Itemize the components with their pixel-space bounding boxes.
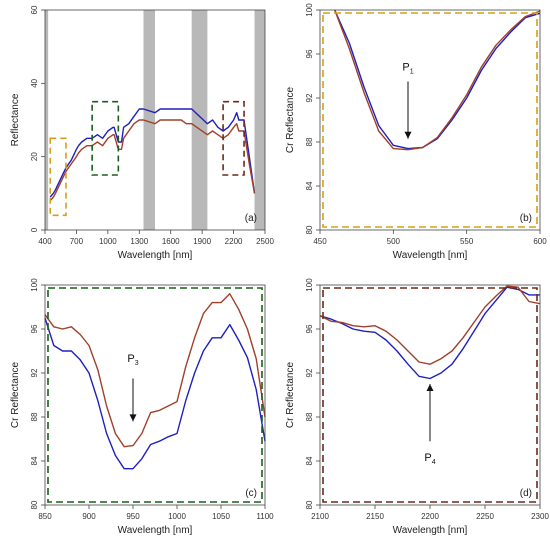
x-tick-label: 500 bbox=[387, 237, 401, 246]
y-tick-label: 100 bbox=[305, 278, 314, 292]
y-tick-label: 80 bbox=[305, 500, 314, 509]
y-tick-label: 84 bbox=[305, 456, 314, 465]
x-axis-label: Wavelength [nm] bbox=[118, 250, 193, 261]
y-tick-label: 84 bbox=[305, 181, 314, 190]
y-axis-label: Reflectance bbox=[10, 93, 21, 146]
highlight-box bbox=[222, 100, 245, 176]
x-tick-label: 2250 bbox=[476, 512, 494, 521]
shaded-band bbox=[45, 10, 49, 230]
x-tick-label: 450 bbox=[313, 237, 327, 246]
x-tick-label: 400 bbox=[38, 237, 52, 246]
peak-annotation: P1 bbox=[402, 62, 413, 76]
x-tick-label: 1100 bbox=[256, 512, 274, 521]
y-tick-label: 88 bbox=[305, 137, 314, 146]
annotation-arrow-head bbox=[129, 414, 137, 422]
x-axis-label: Wavelength [nm] bbox=[393, 250, 468, 261]
x-tick-label: 2150 bbox=[366, 512, 384, 521]
region-frame bbox=[322, 287, 538, 503]
y-tick-label: 20 bbox=[30, 152, 39, 161]
series-line-2 bbox=[49, 119, 256, 202]
series-line-1 bbox=[44, 317, 266, 470]
chart-panel-2: 450 500 550 600 80 84 88 92 96 100 Wavelength [nm]… bbox=[285, 3, 547, 261]
annotation-arrow-head bbox=[404, 131, 412, 139]
y-tick-label: 88 bbox=[30, 412, 39, 421]
x-tick-label: 1900 bbox=[193, 237, 211, 246]
x-tick-label: 2200 bbox=[225, 237, 243, 246]
shaded-band bbox=[254, 10, 265, 230]
shaded-band bbox=[143, 10, 155, 230]
annotation-arrow-head bbox=[426, 384, 434, 391]
x-tick-label: 700 bbox=[70, 237, 84, 246]
x-tick-label: 950 bbox=[126, 512, 140, 521]
highlight-box bbox=[49, 137, 67, 217]
y-tick-label: 80 bbox=[305, 225, 314, 234]
series-line-2 bbox=[44, 293, 266, 448]
panel-label: (c) bbox=[245, 488, 257, 499]
x-axis-label: Wavelength [nm] bbox=[118, 525, 193, 536]
peak-annotation: P4 bbox=[424, 452, 435, 466]
series-line-1 bbox=[319, 286, 540, 380]
y-tick-label: 100 bbox=[30, 278, 39, 292]
x-tick-label: 550 bbox=[460, 237, 474, 246]
panel-label: (a) bbox=[245, 213, 257, 224]
x-tick-label: 1000 bbox=[168, 512, 186, 521]
peak-annotation: P3 bbox=[127, 353, 138, 367]
y-tick-label: 96 bbox=[305, 324, 314, 333]
x-tick-label: 2100 bbox=[311, 512, 329, 521]
axes-frame bbox=[44, 9, 266, 231]
chart-panel-3: 850 900 950 1000 1050 1100 80 84 88 92 96 100 Wavele… bbox=[10, 278, 274, 536]
series-line-1 bbox=[334, 9, 541, 150]
y-tick-label: 80 bbox=[30, 500, 39, 509]
x-tick-label: 2300 bbox=[531, 512, 549, 521]
y-tick-label: 100 bbox=[305, 3, 314, 17]
x-tick-label: 900 bbox=[82, 512, 96, 521]
y-tick-label: 84 bbox=[30, 456, 39, 465]
region-frame bbox=[47, 287, 263, 503]
series-line-2 bbox=[334, 9, 541, 151]
y-tick-label: 92 bbox=[305, 93, 314, 102]
axes-frame bbox=[319, 9, 541, 231]
shaded-band bbox=[191, 10, 208, 230]
panel-label: (d) bbox=[520, 488, 532, 499]
x-tick-label: 850 bbox=[38, 512, 52, 521]
y-tick-label: 96 bbox=[305, 49, 314, 58]
y-tick-label: 60 bbox=[30, 5, 39, 14]
chart-panel-4: 2100 2150 2200 2250 2300 80 84 88 92 96 100 Wavelen… bbox=[285, 278, 549, 536]
x-tick-label: 2500 bbox=[256, 237, 274, 246]
y-tick-label: 96 bbox=[30, 324, 39, 333]
panel-label: (b) bbox=[520, 213, 532, 224]
y-tick-label: 92 bbox=[30, 368, 39, 377]
y-tick-label: 40 bbox=[30, 78, 39, 87]
y-axis-label: Cr Reflectance bbox=[285, 361, 296, 428]
highlight-box bbox=[91, 100, 120, 176]
y-tick-label: 88 bbox=[305, 412, 314, 421]
y-tick-label: 92 bbox=[305, 368, 314, 377]
x-tick-label: 600 bbox=[533, 237, 547, 246]
region-frame bbox=[322, 12, 538, 228]
x-tick-label: 1050 bbox=[212, 512, 230, 521]
y-axis-label: Cr Reflectance bbox=[285, 86, 296, 153]
x-tick-label: 1300 bbox=[130, 237, 148, 246]
x-axis-label: Wavelength [nm] bbox=[393, 525, 468, 536]
axes-frame bbox=[44, 284, 266, 506]
y-axis-label: Cr Reflectance bbox=[10, 361, 21, 428]
series-line-1 bbox=[49, 108, 256, 198]
chart-panel-1: 400 700 1000 1300 1600 1900 2200 2500 0 20 40 60 Wav… bbox=[10, 5, 274, 261]
y-tick-label: 0 bbox=[30, 227, 39, 232]
series-line-2 bbox=[319, 285, 541, 365]
x-tick-label: 1000 bbox=[99, 237, 117, 246]
x-tick-label: 1600 bbox=[162, 237, 180, 246]
x-tick-label: 2200 bbox=[421, 512, 439, 521]
